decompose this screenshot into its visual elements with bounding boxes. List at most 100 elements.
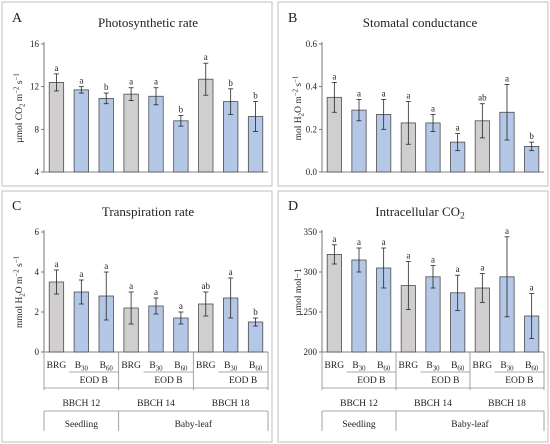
- error-bar: [203, 62, 209, 96]
- treatment-label: B30: [224, 361, 238, 373]
- error-bar: [178, 311, 184, 325]
- error-bar: [356, 99, 362, 122]
- significance-letter: a: [456, 264, 460, 274]
- y-axis-label: µmol CO2 m−2 s−1: [14, 73, 27, 143]
- y-tick-label: 250: [304, 307, 318, 317]
- bar: [73, 89, 89, 173]
- x-axis-categories-C: BRG B30 B60 BRG B30 B60 BRG B30 B60 EOD B BBCH 12 E…: [43, 352, 269, 431]
- y-tick-label: 8: [35, 124, 40, 134]
- error-bar: [430, 114, 436, 132]
- significance-letter: a: [406, 251, 410, 261]
- y-axis-label: mmol H2O m−2 s−1: [14, 256, 27, 328]
- treatment-label: B30: [426, 361, 440, 373]
- bar: [123, 93, 139, 173]
- y-tick-label: 0.6: [306, 39, 318, 49]
- error-bar: [455, 133, 461, 152]
- treatment-label: BRG: [399, 361, 419, 371]
- significance-letter: a: [357, 88, 361, 98]
- panel-D-letter: D: [288, 199, 298, 214]
- y-tick-label: 0.2: [306, 124, 317, 134]
- significance-letter: a: [129, 77, 133, 87]
- significance-letter: a: [456, 123, 460, 133]
- stage-group-label: Baby-leaf: [175, 419, 213, 430]
- bar: [148, 95, 164, 173]
- significance-letter: b: [228, 78, 233, 88]
- eod-b-label: EOD B: [505, 376, 533, 386]
- error-bar: [504, 84, 510, 141]
- significance-letter: b: [253, 91, 258, 101]
- error-bar: [153, 297, 159, 315]
- significance-letter: a: [154, 287, 158, 297]
- error-bar: [331, 244, 337, 265]
- error-bar: [103, 271, 109, 321]
- panel-D-title: Intracellular CO2: [375, 204, 465, 222]
- growth-stage-label: BBCH 14: [414, 399, 452, 409]
- error-bar: [228, 88, 234, 115]
- eod-b-label: EOD B: [154, 376, 182, 386]
- stage-group-label: Baby-leaf: [451, 419, 489, 430]
- error-bar: [381, 99, 387, 130]
- error-bar: [228, 277, 234, 319]
- growth-stage-label: BBCH 18: [212, 399, 250, 409]
- error-bar: [455, 274, 461, 311]
- significance-letter: ab: [478, 93, 487, 103]
- eod-b-label: EOD B: [229, 376, 257, 386]
- significance-letter: a: [229, 267, 233, 277]
- treatment-label: BRG: [47, 361, 67, 371]
- error-bar: [253, 317, 259, 327]
- error-bar: [178, 115, 184, 127]
- treatment-label: B60: [174, 361, 188, 373]
- bar: [326, 253, 342, 353]
- bar: [173, 120, 189, 173]
- treatment-label: BRG: [473, 361, 493, 371]
- y-tick-label: 12: [30, 82, 39, 92]
- error-bar: [203, 291, 209, 317]
- growth-stage-label: BBCH 12: [340, 399, 378, 409]
- error-bar: [53, 73, 59, 92]
- significance-letter: a: [79, 269, 83, 279]
- bar: [98, 98, 114, 173]
- error-bar: [78, 86, 84, 94]
- significance-letter: a: [406, 91, 410, 101]
- error-bar: [430, 265, 436, 289]
- y-tick-label: 4: [35, 167, 40, 177]
- error-bar: [479, 273, 485, 303]
- panel-A-plot: 4 8 12 16 µmol CO2 m−2 s−1 a a b a a b a b b: [14, 39, 268, 177]
- significance-letter: a: [129, 281, 133, 291]
- significance-letter: a: [332, 71, 336, 81]
- panel-D-plot: 200 250 300 350 µmol mol−1 a a a a a a a a a: [294, 226, 544, 357]
- y-tick-label: 0.0: [306, 167, 318, 177]
- significance-letter: b: [179, 104, 184, 114]
- bar: [351, 259, 367, 353]
- error-bar: [253, 101, 259, 132]
- panel-B-letter: B: [288, 11, 297, 26]
- error-bar: [529, 293, 535, 339]
- significance-letter: a: [54, 259, 58, 269]
- eod-b-label: EOD B: [431, 376, 459, 386]
- y-axis-label: µmol mol−1: [294, 268, 304, 316]
- significance-letter: a: [204, 52, 208, 62]
- significance-letter: ab: [202, 281, 211, 291]
- significance-letter: a: [382, 237, 386, 247]
- stage-group-label: Seedling: [342, 420, 375, 430]
- treatment-label: BRG: [196, 361, 216, 371]
- bar: [48, 82, 65, 173]
- significance-letter: a: [104, 261, 108, 271]
- significance-letter: a: [530, 283, 534, 293]
- growth-stage-label: BBCH 18: [488, 399, 526, 409]
- significance-letter: a: [382, 88, 386, 98]
- error-bar: [78, 279, 84, 305]
- significance-letter: a: [505, 226, 509, 236]
- significance-letter: a: [54, 63, 58, 73]
- error-bar: [405, 261, 411, 311]
- significance-letter: b: [104, 82, 109, 92]
- treatment-label: B60: [451, 361, 465, 373]
- treatment-label: B30: [149, 361, 163, 373]
- panel-B-title: Stomatal conductance: [363, 15, 478, 30]
- treatment-label: B60: [377, 361, 391, 373]
- error-bar: [356, 247, 362, 273]
